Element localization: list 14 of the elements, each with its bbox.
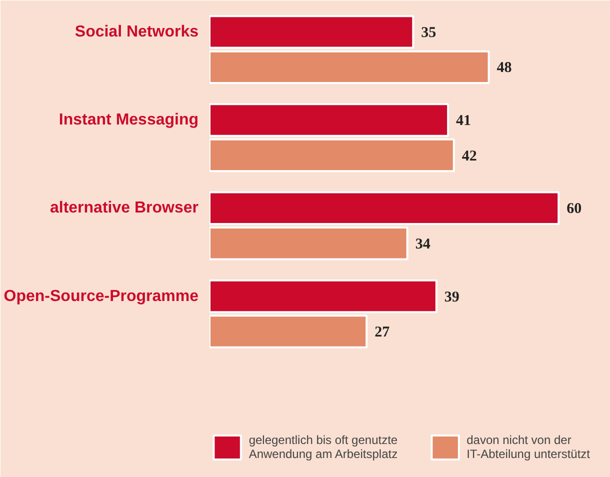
data-label: 41 [456,113,472,130]
data-label: 34 [415,236,431,252]
legend-label: davon nicht von der IT-Abteilung unterstützt [466,433,590,461]
data-label: 42 [462,148,477,164]
y-tick-label: Instant Messaging [58,112,198,129]
y-tick-label: Social Networks [74,23,199,40]
y-tick-label: Open-Source-Programme [4,288,199,305]
data-label: 39 [444,289,460,306]
data-label: 27 [374,324,390,341]
y-tick-label: alternative Browser [50,200,199,217]
data-label: 60 [566,201,582,218]
legend-label: gelegentlich bis oft genutzte Anwendung am Arbeitsplatz [248,433,398,461]
data-label: 48 [496,60,512,76]
data-label: 35 [421,24,436,41]
